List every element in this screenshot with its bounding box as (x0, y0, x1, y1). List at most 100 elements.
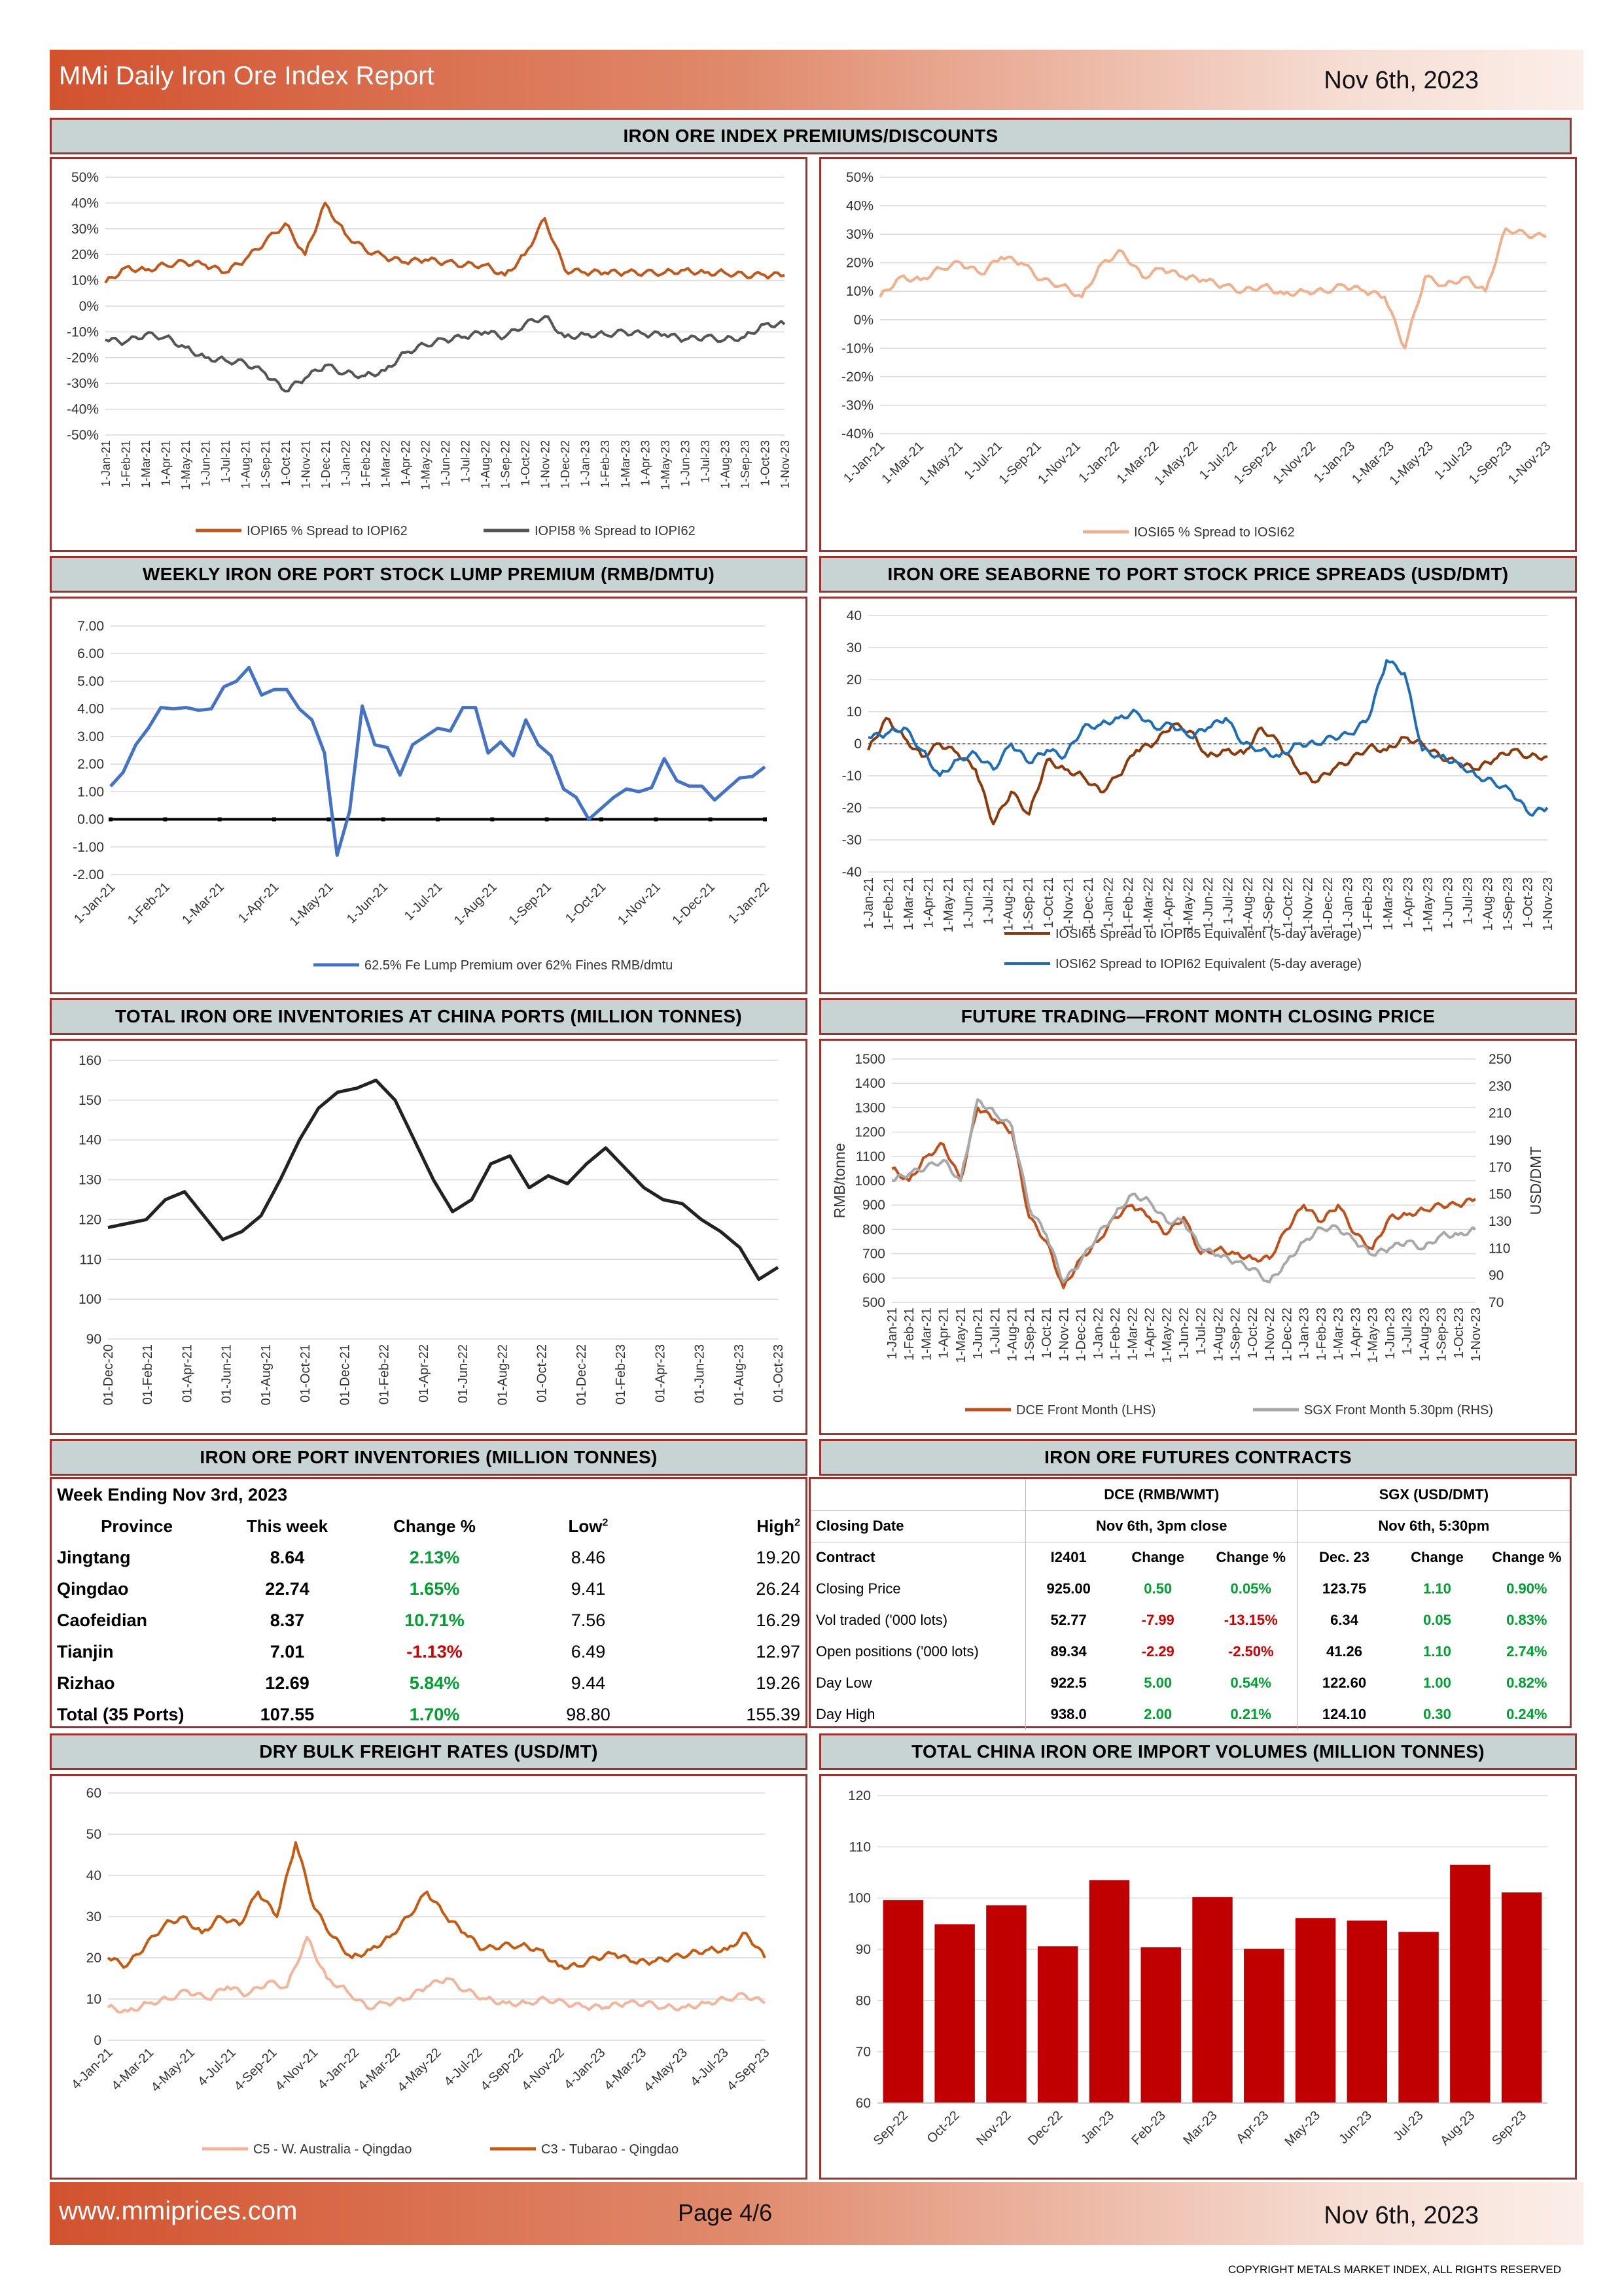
x-tick-label: 1-Jul-23 (699, 440, 712, 483)
x-tick-label: 01-Oct-21 (298, 1344, 313, 1402)
x-tick-label: 1-Jul-22 (459, 440, 472, 483)
futures-row: Open positions ('000 lots) 89.34 -2.29 -2.5… (811, 1636, 1570, 1667)
x-tick-label: 01-Apr-21 (180, 1344, 194, 1402)
chart-box-futures: 500 600 700 800 900 1000 1100 1200 1300 1400 1500 7… (819, 1039, 1577, 1435)
y-tick-label: -30% (841, 398, 874, 413)
port-inventories-table: Week Ending Nov 3rd, 2023 Province This … (50, 1477, 807, 1728)
futures-cell-sc: 1.10 (1423, 1643, 1451, 1660)
report-header: MMi Daily Iron Ore Index Report Nov 6th,… (50, 50, 1583, 110)
port-cell-chg: 10.71% (404, 1610, 465, 1630)
x-tick-label: 1-Feb-22 (1121, 877, 1136, 930)
series-line (891, 1106, 1477, 1289)
x-tick-label: 1-Jun-21 (344, 880, 391, 926)
x-tick-label: 1-May-21 (942, 877, 956, 932)
y-tick-label: -30% (67, 376, 99, 391)
port-row: Rizhao 12.69 5.84% 9.44 19.26 (52, 1667, 805, 1699)
y-tick-label: 30 (847, 640, 862, 655)
x-tick-label: Aug-23 (1438, 2108, 1477, 2148)
futures-cell-d: 52.77 (1025, 1605, 1112, 1636)
x-tick-label: Sep-22 (871, 2108, 911, 2148)
port-row: Caofeidian 8.37 10.71% 7.56 16.29 (52, 1605, 805, 1636)
chart-iosi-spread: -40%-30%-20%-10%0%10%20%30%40%50%1-Jan-2… (841, 170, 1553, 540)
x-tick-label: 1-Mar-21 (179, 880, 227, 928)
y-tick-label: 50% (846, 170, 874, 185)
x-tick-label: 1-Mar-22 (379, 440, 392, 488)
y-tick-label: 10% (846, 284, 874, 299)
x-tick-label: Dec-22 (1025, 2108, 1065, 2148)
x-tick-label: 1-Jun-22 (439, 440, 452, 487)
port-cell-chg: 5.84% (409, 1673, 460, 1693)
y2-tick-label: 110 (1489, 1241, 1510, 1256)
futures-cell-dc: 0.50 (1144, 1580, 1173, 1597)
x-tick-label: 1-Sep-23 (1466, 439, 1515, 487)
futures-cell-label: Vol traded ('000 lots) (816, 1612, 948, 1628)
port-row: Jingtang 8.64 2.13% 8.46 19.20 (52, 1542, 805, 1573)
report-title: MMi Daily Iron Ore Index Report (59, 61, 434, 90)
port-cell-chg: -1.13% (406, 1641, 463, 1661)
x-tick-label: 01-Apr-23 (653, 1344, 667, 1402)
x-tick-label: 1-Oct-22 (519, 440, 532, 486)
x-tick-label: 1-Feb-22 (1108, 1308, 1123, 1361)
x-tick-label: 1-Aug-23 (1481, 877, 1495, 931)
y-tick-label: 20 (86, 1951, 101, 1966)
x-tick-label: 1-Apr-21 (922, 877, 936, 928)
axis-tick (544, 817, 549, 822)
x-tick-label: 1-May-23 (1421, 877, 1436, 932)
x-tick-label: 1-Jan-21 (862, 877, 876, 929)
y-tick-label: 40 (847, 608, 862, 623)
y2-tick-label: 130 (1489, 1214, 1511, 1229)
futures-row: Closing Price 925.00 0.50 0.05% 123.75 1.10 0.… (811, 1573, 1570, 1605)
port-cell-week: 7.01 (270, 1641, 305, 1661)
footer-date: Nov 6th, 2023 (1324, 2202, 1479, 2229)
col-low: Low2 (516, 1510, 660, 1542)
axis-tick (763, 817, 767, 822)
y-tick-label: 30% (846, 227, 874, 242)
y-tick-label: 1.00 (77, 784, 104, 799)
port-cell-low: 9.44 (571, 1673, 606, 1693)
futures-cell-label: Open positions ('000 lots) (816, 1643, 979, 1660)
y-tick-label: 110 (849, 1839, 871, 1854)
chart-port-inventories: 90 100 110 120 130 140 150 160 01-Dec-20 01-Feb-2… (79, 1053, 786, 1405)
axis-tick (272, 817, 276, 822)
x-tick-label: 1-Jul-21 (402, 880, 446, 924)
x-tick-label: 1-May-22 (1160, 1308, 1174, 1363)
bar (1244, 1949, 1284, 2103)
y-tick-label: 1200 (855, 1125, 885, 1140)
report-date: Nov 6th, 2023 (1324, 67, 1479, 94)
futures-cell-dp: -2.50% (1227, 1643, 1274, 1660)
footer-site[interactable]: www.mmiprices.com (59, 2197, 298, 2225)
bar (1398, 1932, 1439, 2103)
axis-tick (381, 817, 385, 822)
x-tick-label: 1-Jun-21 (200, 440, 213, 487)
legend-label: IOSI65 Spread to IOPI65 Equivalent (5-da… (1055, 927, 1362, 941)
x-tick-label: 4-Nov-21 (273, 2045, 321, 2094)
x-tick-label: 1-Mar-21 (139, 440, 152, 488)
y-tick-label: 1500 (855, 1052, 885, 1067)
port-cell-week: 8.37 (270, 1610, 305, 1630)
futures-cell-dc: -7.99 (1141, 1612, 1174, 1628)
x-tick-label: 1-May-21 (287, 880, 336, 929)
series-line (891, 1098, 1477, 1283)
x-tick-label: 1-Nov-23 (779, 440, 792, 489)
y-tick-label: 70 (856, 2045, 871, 2060)
y-tick-label: 1100 (856, 1149, 885, 1164)
x-tick-label: 01-Jun-23 (693, 1344, 707, 1403)
y-tick-label: 30% (71, 222, 99, 237)
futures-row: Day High 938.0 2.00 0.21% 124.10 0.30 0.24% (811, 1699, 1570, 1730)
col-change: Change % (393, 1516, 476, 1536)
x-tick-label: 1-Aug-22 (479, 440, 492, 489)
y-tick-label: 100 (848, 1891, 871, 1906)
port-cell-name: Jingtang (57, 1547, 131, 1567)
section-title-premiums: IRON ORE INDEX PREMIUMS/DISCOUNTS (50, 118, 1572, 154)
y2-tick-label: 210 (1489, 1106, 1511, 1121)
bar (1347, 1921, 1388, 2103)
x-tick-label: 1-Sep-21 (1023, 1308, 1037, 1361)
chart-box-lump: -2.00 -1.00 0.00 1.00 2.00 3.00 4.00 5.00 6.00 7.… (50, 597, 807, 994)
x-tick-label: 1-Oct-22 (1281, 877, 1296, 928)
x-tick-label: 1-Aug-23 (718, 440, 732, 489)
section-title-port-inv: IRON ORE PORT INVENTORIES (MILLION TONNE… (50, 1439, 807, 1476)
axis-tick (436, 817, 440, 822)
y-axis-title: RMB/tonne (831, 1143, 848, 1218)
x-tick-label: 1-Jun-22 (1201, 877, 1216, 929)
axis-tick (109, 817, 113, 822)
